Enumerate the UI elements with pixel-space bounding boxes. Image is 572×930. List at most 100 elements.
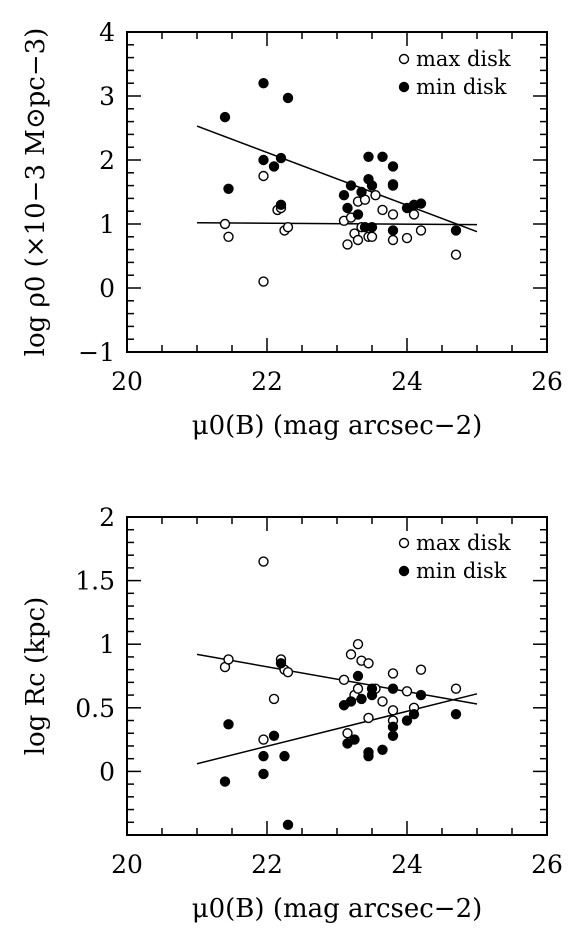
min-disk-point [352,209,364,220]
min-disk-point [408,708,420,720]
bottom-panel-core-radius: 20 22 24 26 0 0.5 1 1.5 2 max disk min disk μ0(B) (… [21,503,563,924]
max-disk-point [387,209,399,220]
max-disk-point [268,693,280,705]
max-disk-point [370,189,381,201]
x-tick-label: 22 [251,850,283,879]
min-disk-point [338,189,350,201]
top-panel-density: 20 22 24 26 −1 0 1 2 3 4 max disk min disk μ0(B) (ma… [21,18,563,441]
x-tick-label: 20 [111,850,143,879]
min-disk-point [401,715,413,726]
min-disk-point [415,689,427,701]
legend-label: min disk [416,559,507,583]
min-disk-point [219,776,231,787]
max-disk-point [352,234,364,246]
min-disk-point [387,180,399,191]
legend-max-disk-marker [398,537,410,549]
legend-min-disk-marker [398,565,410,577]
x-tick-label: 20 [111,367,143,396]
max-disk-point [415,664,427,675]
min-disk-point [258,750,269,762]
max-disk-point [352,683,364,694]
min-disk-point [282,92,294,104]
min-disk-point [363,151,374,163]
max-disk-point [223,654,234,665]
min-disk-point [279,750,290,762]
max-disk-point [352,639,364,650]
max-disk-point [258,734,269,745]
max-disk-point [401,686,413,697]
min-disk-point [223,183,234,195]
max-disk-point [342,239,353,250]
min-disk-point [223,719,234,730]
fit-line [196,653,478,705]
y-axis-label: log ρ0 (×10−3 M⊙pc−3) [21,28,51,357]
legend-min-disk-marker [398,81,410,93]
min-disk-point [377,151,388,163]
min-disk-point [268,730,280,741]
min-disk-point [450,225,462,236]
min-disk-point [349,734,360,745]
min-disk-point [366,689,378,701]
x-tick-label: 24 [391,850,423,879]
max-disk-point [338,674,350,686]
y-tick-label: 4 [99,18,115,47]
min-disk-point [356,186,367,198]
y-tick-label: 0 [99,274,115,303]
min-disk-point [275,658,287,669]
fit-line [196,125,478,233]
min-disk-point [268,161,280,172]
max-disk-point [345,649,357,660]
max-disk-point [387,705,399,716]
min-disk-point [352,670,364,682]
y-tick-label: 1 [99,210,115,239]
min-disk-point [387,225,399,236]
legend-label: max disk [416,47,511,71]
legend-label: min disk [416,75,507,99]
y-tick-label: 0 [99,757,115,786]
min-disk-point [377,744,388,755]
min-disk-point [387,161,399,172]
max-disk-point [219,218,231,230]
min-disk-point [282,819,294,831]
max-disk-point [377,204,388,216]
fit-line [196,693,478,765]
max-disk-point [450,683,462,694]
y-tick-label: −1 [78,338,115,367]
x-axis-label: μ0(B) (mag arcsec−2) [192,411,483,441]
max-disk-point [258,556,269,567]
min-disk-point [275,199,287,211]
min-disk-point [275,152,287,164]
min-disk-point [415,198,427,209]
max-disk-point [377,696,388,707]
max-disk-point [363,712,374,724]
max-disk-point [258,276,269,287]
y-axis-label: log Rc (kpc) [21,597,51,756]
min-disk-point [342,202,353,214]
min-disk-point [345,696,357,707]
x-tick-label: 24 [391,367,423,396]
min-disk-point [345,180,357,191]
max-disk-point [366,231,378,243]
max-disk-point [282,666,294,678]
max-disk-point [363,658,374,669]
max-disk-point [258,170,269,182]
x-tick-label: 26 [531,850,563,879]
x-axis-label: μ0(B) (mag arcsec−2) [192,894,483,924]
y-tick-label: 0.5 [75,694,115,723]
min-disk-point [363,750,374,762]
min-disk-point [450,708,462,720]
legend-max-disk-marker [398,53,410,65]
min-disk-point [258,77,269,89]
max-disk-point [342,728,353,739]
min-disk-point [258,154,269,166]
min-disk-point [356,693,367,705]
max-disk-point [282,221,294,233]
min-disk-point [258,768,269,780]
x-tick-label: 22 [251,367,283,396]
fit-line [196,221,478,226]
max-disk-point [387,668,399,679]
min-disk-point [387,683,399,694]
min-disk-point [219,111,231,123]
max-disk-point [415,225,427,236]
